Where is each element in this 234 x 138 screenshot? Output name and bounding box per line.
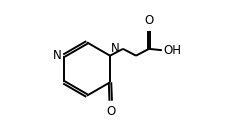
Text: N: N [53, 49, 61, 62]
Text: O: O [106, 105, 115, 118]
Text: N: N [111, 42, 119, 55]
Text: OH: OH [164, 44, 182, 57]
Text: O: O [144, 14, 154, 27]
